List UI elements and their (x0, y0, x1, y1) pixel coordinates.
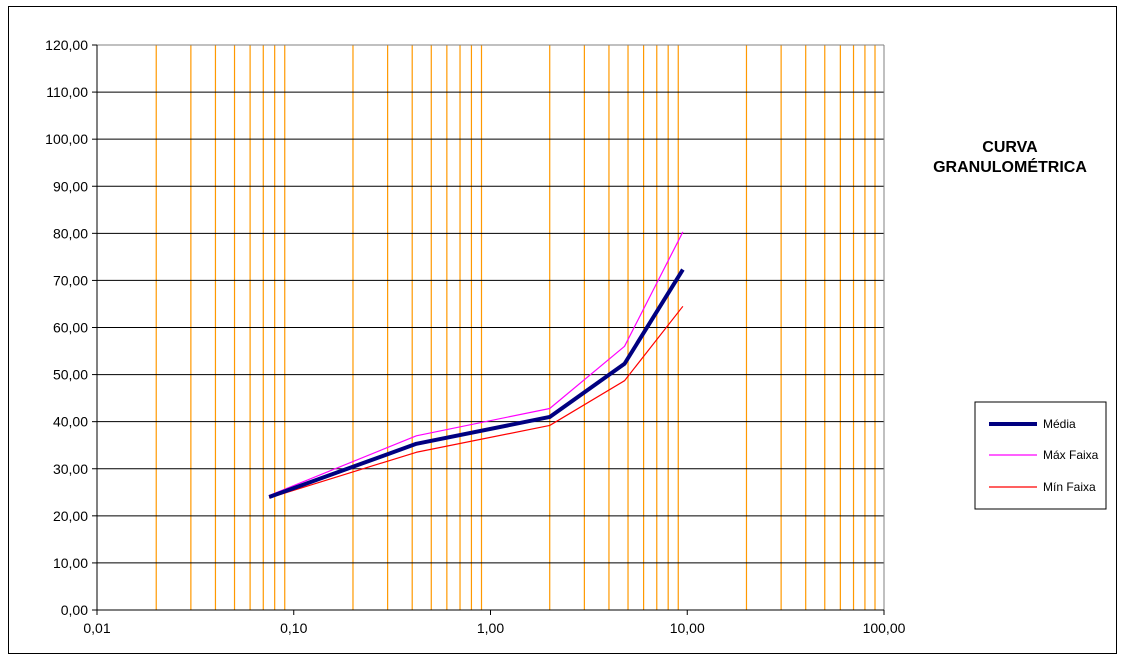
chart-frame (8, 6, 1117, 654)
y-tick-label: 110,00 (46, 84, 88, 100)
y-tick-label: 80,00 (53, 225, 88, 241)
x-tick-label: 1,00 (477, 620, 504, 636)
legend-label-min: Mín Faixa (1043, 480, 1096, 494)
series-line-0 (268, 268, 685, 499)
y-tick-label: 100,00 (45, 131, 88, 147)
x-tick-label: 10,00 (670, 620, 705, 636)
y-tick-label: 30,00 (53, 461, 88, 477)
y-tick-label: 40,00 (53, 414, 88, 430)
chart-title-line-1: CURVA (982, 139, 1038, 156)
y-tick-label: 70,00 (53, 272, 88, 288)
series-layer (268, 231, 685, 499)
chart-title: CURVA GRANULOMÉTRICA (933, 139, 1087, 176)
series-line-1 (268, 231, 684, 497)
grid-layer (97, 44, 884, 611)
chart-title-line-2: GRANULOMÉTRICA (933, 157, 1087, 176)
y-tick-label: 120,00 (45, 37, 88, 53)
axis-layer: 0,00 10,00 20,00 30,00 40,00 50,00 60,00 70,00 8… (45, 37, 905, 636)
y-tick-label: 0,00 (61, 602, 88, 618)
y-tick-label: 50,00 (53, 367, 88, 383)
y-tick-label: 90,00 (53, 178, 88, 194)
y-tick-label: 10,00 (53, 555, 88, 571)
x-tick-label: 0,01 (83, 620, 110, 636)
legend: Média Máx Faixa Mín Faixa (974, 401, 1107, 510)
y-tick-label: 20,00 (53, 508, 88, 524)
series-line-2 (268, 305, 684, 499)
x-tick-label: 0,10 (280, 620, 307, 636)
legend-label-media: Média (1043, 417, 1076, 431)
legend-label-max: Máx Faixa (1043, 448, 1099, 462)
y-tick-label: 60,00 (53, 320, 88, 336)
x-tick-label: 100,00 (863, 620, 906, 636)
